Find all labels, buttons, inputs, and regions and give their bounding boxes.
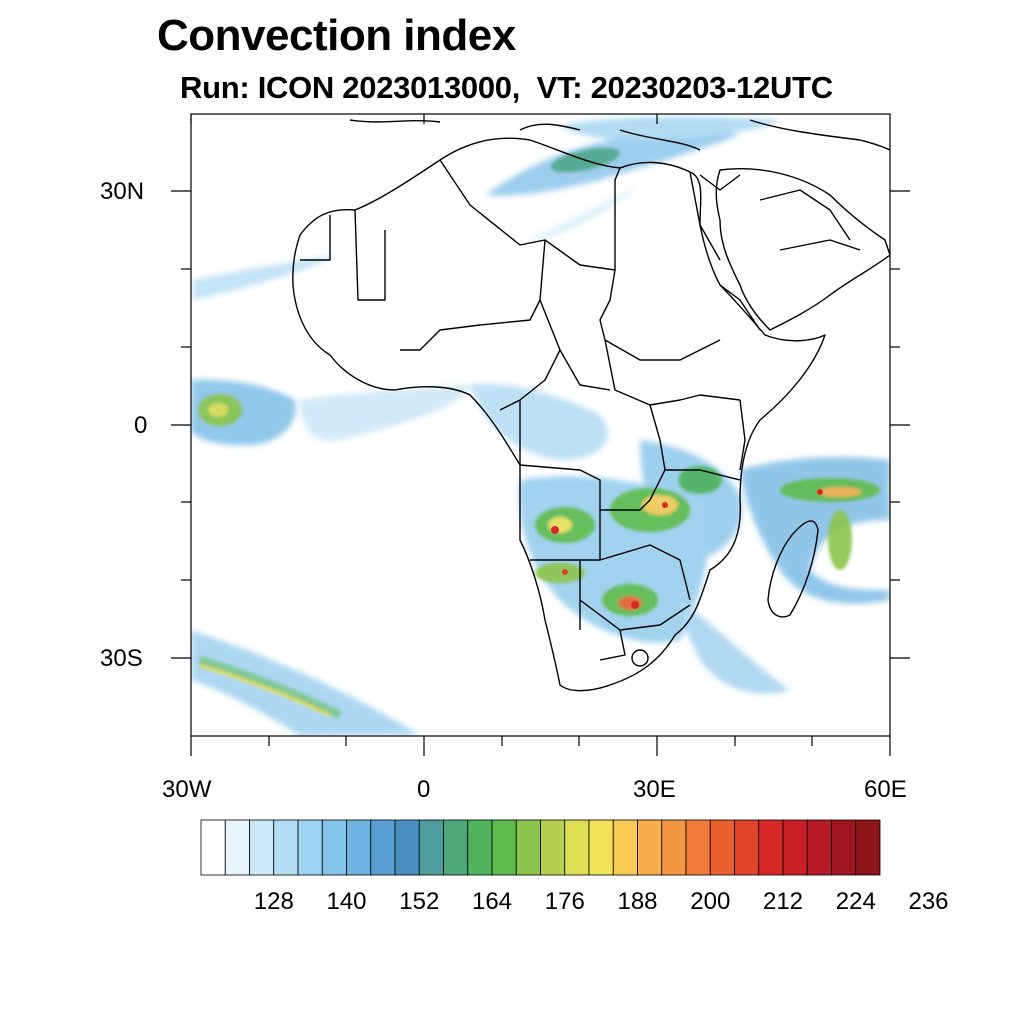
africa-coastline xyxy=(292,137,826,692)
colorbar-label: 224 xyxy=(835,888,876,915)
lon-label-30w: 30W xyxy=(162,776,212,803)
hotspot-zambia xyxy=(662,502,668,508)
tick-marks xyxy=(171,114,910,756)
arabia-coastline xyxy=(715,168,890,331)
border-12 xyxy=(759,189,861,251)
colorbar-swatch xyxy=(661,819,687,876)
colorbar-swatch xyxy=(709,819,735,876)
lon-label-0: 0 xyxy=(417,776,431,803)
border-4 xyxy=(599,269,721,361)
hotspot-zimbabwe xyxy=(631,601,639,609)
lon-label-30e: 30E xyxy=(633,776,676,803)
hotspot-indian-ocean xyxy=(817,489,823,495)
border-3 xyxy=(400,239,546,351)
core-atlantic-inner xyxy=(208,403,228,417)
border-2 xyxy=(439,159,621,271)
field-atlantic-north xyxy=(193,255,340,300)
madagascar xyxy=(767,520,819,618)
colorbar-swatch xyxy=(685,819,711,876)
core-southern-ocean-band-2 xyxy=(198,656,342,719)
core-botswana xyxy=(535,563,585,583)
colorbar-label: 164 xyxy=(471,888,513,915)
colorbar-label: 200 xyxy=(690,888,731,915)
hotspot-angola xyxy=(551,526,559,534)
colorbar-label: 236 xyxy=(908,888,949,915)
field-gulf-guinea xyxy=(300,385,470,441)
core-madagascar-ne-inner xyxy=(818,487,862,497)
border-7 xyxy=(519,349,640,511)
colorbar-swatch xyxy=(273,819,299,876)
core-southern-ocean-band xyxy=(199,663,331,717)
field-central-africa xyxy=(470,384,608,460)
border-10 xyxy=(579,599,691,661)
colorbar-label: 152 xyxy=(399,888,440,915)
colorbar-swatch xyxy=(540,819,566,876)
field-sahara-streak xyxy=(520,185,640,245)
lon-label-60e: 60E xyxy=(864,776,907,803)
colorbar-swatch xyxy=(515,819,541,876)
core-madagascar-band xyxy=(828,510,852,570)
colorbar-swatch xyxy=(806,819,832,876)
colorbar-swatch xyxy=(224,819,250,876)
map-title: Convection index xyxy=(157,11,516,60)
colorbar-swatch xyxy=(564,819,590,876)
field-med xyxy=(560,116,780,140)
colorbar-swatch xyxy=(855,819,881,876)
border-9 xyxy=(639,404,741,511)
colorbar-swatch xyxy=(443,819,469,876)
field-se-africa xyxy=(680,600,790,694)
border-5 xyxy=(499,299,561,411)
colorbar-swatch xyxy=(734,819,760,876)
colorbar-swatch xyxy=(637,819,663,876)
lat-label-0: 0 xyxy=(134,412,148,439)
colorbar-swatch xyxy=(370,819,396,876)
colorbar-label: 176 xyxy=(544,888,585,915)
colorbar-swatch xyxy=(758,819,784,876)
colorbar-swatch xyxy=(346,819,372,876)
colorbar-swatch xyxy=(200,819,226,876)
colorbar-swatch xyxy=(588,819,614,876)
field-north-africa xyxy=(485,131,740,196)
core-zambia-inner xyxy=(642,495,678,515)
colorbar-swatch xyxy=(782,819,808,876)
colorbar-swatch xyxy=(491,819,517,876)
colorbar-label: 188 xyxy=(617,888,658,915)
border-11 xyxy=(719,284,761,471)
colorbar-label: 212 xyxy=(762,888,804,915)
map-subtitle: Run: ICON 2023013000, VT: 20230203-12UTC xyxy=(180,70,833,105)
colorbar-swatch xyxy=(297,819,323,876)
colorbar xyxy=(200,819,881,876)
hotspot-botswana xyxy=(562,569,568,575)
europe-coast xyxy=(349,119,890,151)
colorbar-swatch xyxy=(394,819,420,876)
colorbar-swatch xyxy=(467,819,493,876)
convection-field xyxy=(191,116,890,736)
border-6 xyxy=(604,339,741,406)
border-13 xyxy=(689,171,741,261)
lat-label-30s: 30S xyxy=(100,645,143,672)
colorbar-swatch xyxy=(418,819,444,876)
colorbar-label: 140 xyxy=(326,888,367,915)
colorbar-swatch xyxy=(321,819,347,876)
colorbar-swatch xyxy=(831,819,857,876)
colorbar-swatch xyxy=(612,819,638,876)
colorbar-swatch xyxy=(249,819,275,876)
lat-label-30n: 30N xyxy=(100,178,145,205)
colorbar-label: 128 xyxy=(253,888,294,915)
border-1 xyxy=(300,209,386,301)
field-southern-ocean xyxy=(191,630,420,736)
lesotho xyxy=(631,649,649,667)
